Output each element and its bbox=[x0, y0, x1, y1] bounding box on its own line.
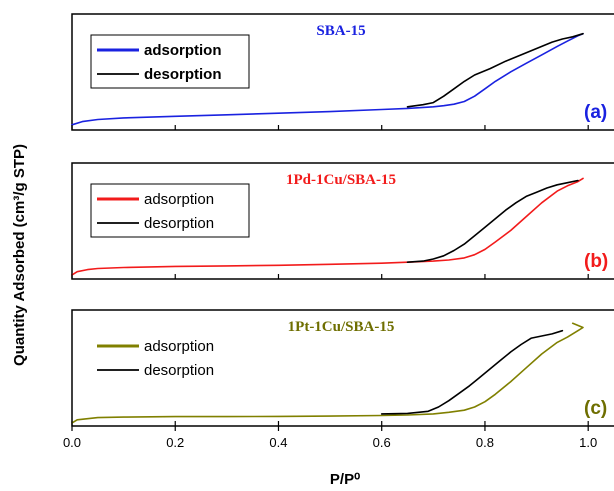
panel-frame bbox=[71, 13, 614, 131]
desorption-line bbox=[406, 179, 579, 264]
adsorption-line bbox=[71, 32, 584, 126]
x-tick-label: 0.6 bbox=[373, 435, 391, 450]
panel-label: (c) bbox=[584, 398, 607, 419]
legend: adsorption desorption bbox=[90, 183, 250, 238]
panel-a: SBA-15 (a) adsorption desorption bbox=[71, 13, 614, 131]
legend-label-adsorption: adsorption bbox=[144, 191, 214, 208]
panel-c: 1Pt-1Cu/SBA-15 (c) adsorption desorption bbox=[71, 309, 614, 427]
adsorption-line bbox=[71, 177, 584, 276]
legend-label-desorption: desorption bbox=[144, 362, 214, 379]
x-tick-label: 1.0 bbox=[579, 435, 597, 450]
desorption-line bbox=[380, 329, 564, 415]
panel-title: 1Pd-1Cu/SBA-15 bbox=[286, 172, 396, 188]
panel-label: (a) bbox=[584, 102, 607, 123]
x-axis-title: P/P⁰ bbox=[330, 471, 360, 488]
x-tick-label: 0.8 bbox=[476, 435, 494, 450]
x-tick-label: 0.2 bbox=[166, 435, 184, 450]
panel-label: (b) bbox=[584, 251, 608, 272]
panels-group: SBA-15(a)adsorptiondesorption1Pd-1Cu/SBA… bbox=[71, 13, 614, 427]
panel-title: SBA-15 bbox=[316, 23, 365, 39]
x-axis: 0.0 0.2 0.4 0.6 0.8 1.0 bbox=[63, 426, 597, 450]
legend-label-desorption: desorption bbox=[144, 215, 214, 232]
legend: adsorption desorption bbox=[97, 338, 214, 379]
legend-label-adsorption: adsorption bbox=[144, 42, 222, 59]
panel-frame bbox=[71, 162, 614, 280]
panel-title: 1Pt-1Cu/SBA-15 bbox=[288, 319, 395, 335]
x-tick-label: 0.0 bbox=[63, 435, 81, 450]
legend-box bbox=[90, 183, 250, 238]
panel-frame bbox=[71, 309, 614, 427]
legend-label-desorption: desorption bbox=[144, 66, 222, 83]
legend-box bbox=[90, 34, 250, 89]
legend: adsorption desorption bbox=[90, 34, 250, 89]
y-axis-title: Quantity Adsorbed (cm³/g STP) bbox=[11, 144, 28, 366]
panel-b: 1Pd-1Cu/SBA-15 (b) adsorption desorption bbox=[71, 162, 614, 280]
legend-label-adsorption: adsorption bbox=[144, 338, 214, 355]
adsorption-line bbox=[71, 322, 584, 424]
x-tick-label: 0.4 bbox=[269, 435, 287, 450]
desorption-line bbox=[406, 32, 584, 108]
